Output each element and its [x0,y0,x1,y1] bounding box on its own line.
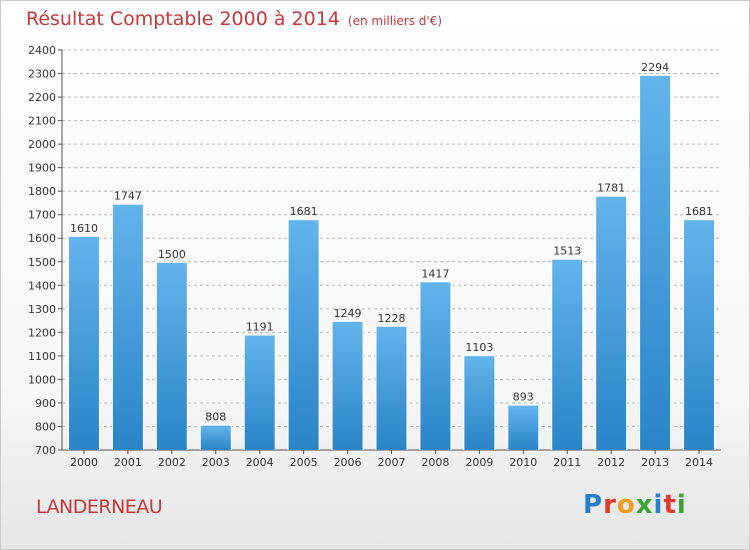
bar [464,356,495,450]
bar [156,262,187,450]
y-tick-label: 2100 [28,115,56,128]
y-tick-label: 2400 [28,44,56,57]
logo-letter: t [663,490,677,520]
logo-letter: r [603,490,617,520]
bar [244,335,275,450]
x-tick-label: 2010 [509,456,537,469]
bar [288,220,319,450]
x-tick-label: 2008 [421,456,449,469]
y-tick-label: 800 [35,420,56,433]
commune-name: LANDERNEAU [36,496,163,518]
logo-letter: x [635,490,654,520]
x-tick-label: 2005 [290,456,318,469]
bar [552,259,583,450]
y-tick-label: 1600 [28,232,56,245]
bar [68,236,99,450]
bar [684,220,715,450]
logo-letter: i [676,490,687,520]
data-label: 1500 [158,248,186,261]
x-tick-label: 2000 [70,456,98,469]
bar [640,75,671,451]
bar [200,425,231,450]
bar [112,204,143,450]
y-tick-label: 1900 [28,162,56,175]
y-tick-label: 1300 [28,303,56,316]
data-label: 1417 [421,267,449,280]
logo-letter: i [653,490,664,520]
chart-title-unit: (en milliers d'€) [347,14,443,28]
y-tick-label: 1400 [28,279,56,292]
x-tick-label: 2001 [114,456,142,469]
data-label: 1781 [597,182,625,195]
x-tick-label: 2009 [465,456,493,469]
x-tick-label: 2014 [685,456,713,469]
proxiti-logo: Proxiti [583,490,687,520]
data-label: 1610 [70,222,98,235]
data-label: 1513 [553,245,581,258]
y-tick-label: 1500 [28,256,56,269]
x-tick-label: 2006 [334,456,362,469]
x-tick-label: 2012 [597,456,625,469]
data-label: 1747 [114,190,142,203]
y-tick-label: 1800 [28,185,56,198]
logo-letter: P [583,490,604,520]
y-tick-label: 1700 [28,209,56,222]
bar [332,321,363,450]
x-tick-label: 2004 [246,456,274,469]
x-tick-label: 2002 [158,456,186,469]
x-tick-label: 2011 [553,456,581,469]
y-tick-label: 1100 [28,350,56,363]
data-label: 1681 [290,205,318,218]
data-label: 1681 [685,205,713,218]
y-tick-label: 700 [35,444,56,457]
data-label: 1191 [246,320,274,333]
y-tick-label: 2300 [28,68,56,81]
x-tick-label: 2003 [202,456,230,469]
bar [508,405,539,450]
chart-title: Résultat Comptable 2000 à 2014 (en millie… [26,8,442,30]
y-tick-label: 900 [35,397,56,410]
bar [420,282,451,450]
x-tick-label: 2007 [378,456,406,469]
y-tick-label: 1200 [28,326,56,339]
data-label: 1228 [378,312,406,325]
data-label: 808 [205,411,226,424]
chart-title-main: Résultat Comptable 2000 à 2014 [26,8,340,30]
y-tick-label: 1000 [28,373,56,386]
y-tick-label: 2200 [28,91,56,104]
data-label: 1249 [334,307,362,320]
bar [376,326,407,450]
data-label: 2294 [641,61,669,74]
data-label: 1103 [465,341,493,354]
data-label: 893 [513,391,534,404]
logo-letter: o [616,490,636,520]
x-tick-label: 2013 [641,456,669,469]
bar [596,196,627,450]
y-tick-label: 2000 [28,138,56,151]
